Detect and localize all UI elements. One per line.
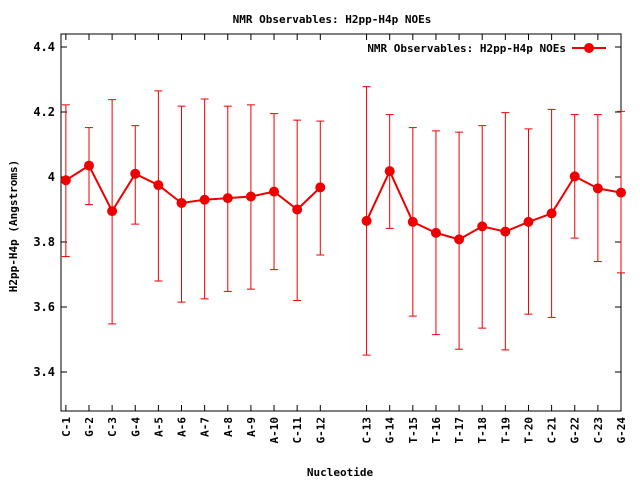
data-point (361, 215, 372, 226)
data-point (407, 216, 418, 227)
plot-frame (60, 33, 622, 412)
data-point (60, 175, 71, 186)
data-point (83, 160, 94, 171)
x-tick-label: G-22 (569, 417, 582, 444)
data-point (384, 166, 395, 177)
data-point (222, 193, 233, 204)
data-point (523, 216, 534, 227)
data-point (245, 191, 256, 202)
x-tick-label: A-10 (268, 417, 281, 444)
y-axis-label: H2pp-H4p (Angstroms) (7, 160, 20, 292)
x-axis: C-1 G-2 C-3 G-4 A-5 A-6 A-7 A-8 A-9 A-10 C-11 G-12 C… (60, 34, 628, 444)
x-tick-label: G-12 (314, 417, 327, 444)
y-tick-label: 3.8 (33, 235, 55, 249)
x-tick-label: G-4 (129, 417, 142, 437)
data-point (477, 221, 488, 232)
y-tick-label: 4.2 (33, 105, 55, 119)
chart-title: NMR Observables: H2pp-H4p NOEs (233, 13, 432, 26)
x-tick-label: C-1 (60, 417, 73, 437)
x-tick-label: T-20 (522, 417, 535, 444)
x-tick-label: A-5 (152, 417, 165, 437)
data-point (315, 182, 326, 193)
y-tick-label: 3.6 (33, 300, 55, 314)
data-point (546, 208, 557, 219)
legend: NMR Observables: H2pp-H4p NOEs (367, 42, 606, 55)
legend-marker (584, 43, 594, 53)
data-point (199, 194, 210, 205)
data-point (176, 198, 187, 208)
plot-border (60, 33, 622, 412)
x-tick-label: A-8 (222, 417, 235, 437)
data-point (592, 183, 603, 194)
y-axis: 3.4 3.6 3.8 4 4.2 4.4 (33, 40, 621, 379)
x-tick-label: G-24 (615, 417, 628, 444)
series-line (65, 164, 321, 214)
x-tick-label: T-18 (476, 417, 489, 444)
x-tick-label: C-11 (291, 417, 304, 444)
x-tick-label: A-7 (199, 417, 212, 437)
legend-label: NMR Observables: H2pp-H4p NOEs (367, 42, 566, 55)
data-point (569, 171, 580, 182)
x-tick-label: C-23 (592, 417, 605, 444)
x-tick-label: C-21 (546, 417, 559, 444)
x-tick-label: G-2 (83, 417, 96, 437)
data-point (292, 204, 303, 215)
x-tick-label: T-16 (430, 417, 443, 444)
series-line (365, 168, 622, 241)
data-point (454, 234, 465, 245)
x-axis-label: Nucleotide (307, 466, 374, 479)
data-point (130, 168, 141, 179)
x-tick-label: A-9 (245, 417, 258, 437)
x-tick-label: T-19 (499, 417, 512, 444)
data-point (269, 186, 280, 197)
x-tick-label: G-14 (384, 417, 397, 444)
y-tick-label: 4 (48, 170, 55, 184)
y-tick-label: 3.4 (33, 365, 55, 379)
x-tick-label: C-13 (361, 417, 374, 444)
x-tick-label: A-6 (176, 417, 189, 437)
data-point (500, 226, 511, 237)
data-point (153, 180, 164, 191)
x-tick-label: C-3 (106, 417, 119, 437)
series-layer (60, 86, 626, 356)
y-tick-label: 4.4 (33, 40, 55, 54)
x-tick-label: T-15 (407, 417, 420, 444)
data-point (430, 227, 441, 238)
data-point (616, 187, 626, 198)
data-point (107, 206, 118, 217)
x-tick-label: T-17 (453, 417, 466, 444)
